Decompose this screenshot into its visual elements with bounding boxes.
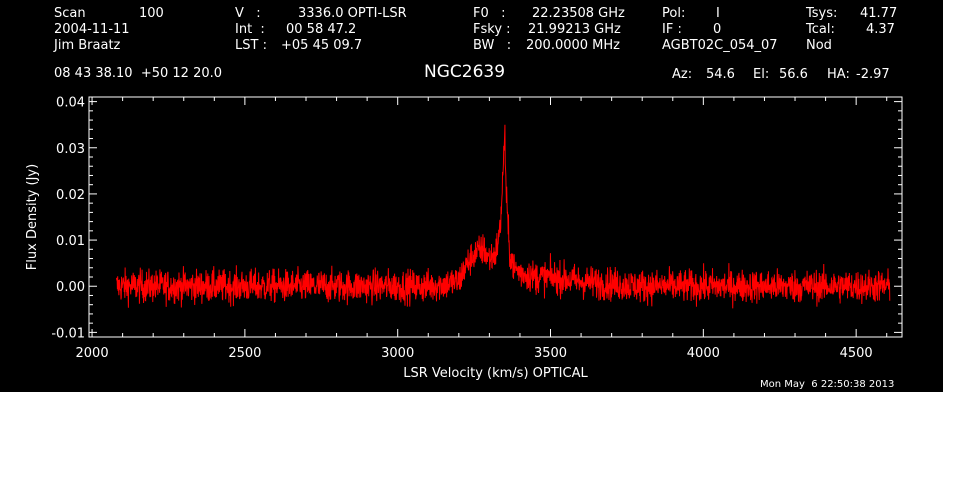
scan-value: 100 bbox=[139, 6, 164, 21]
azimuth-value: 54.6 bbox=[706, 67, 735, 82]
y-tick-label: 0.01 bbox=[56, 234, 85, 249]
spectrum-line bbox=[116, 124, 891, 309]
fsky-value: 21.99213 GHz bbox=[528, 22, 621, 37]
observation-date: 2004-11-11 bbox=[54, 22, 130, 37]
velocity-value: 3336.0 OPTI-LSR bbox=[298, 6, 407, 21]
if-label: IF : bbox=[662, 22, 682, 37]
tcal-label: Tcal: bbox=[806, 22, 835, 37]
fsky-label: Fsky : bbox=[473, 22, 511, 37]
plot-timestamp: Mon May 6 22:50:38 2013 bbox=[760, 379, 895, 390]
bandwidth-value: 200.0000 MHz bbox=[526, 38, 620, 53]
hour-angle-value: -2.97 bbox=[856, 67, 890, 82]
x-tick-label: 3500 bbox=[534, 346, 567, 361]
elevation-label: El: bbox=[753, 67, 770, 82]
azimuth-label: Az: bbox=[672, 67, 693, 82]
plot-panel bbox=[0, 0, 943, 392]
x-axis-title: LSR Velocity (km/s) OPTICAL bbox=[403, 366, 588, 381]
polarization-label: Pol: bbox=[662, 6, 686, 21]
tsys-label: Tsys: bbox=[806, 6, 838, 21]
plot-frame bbox=[88, 96, 903, 338]
elevation-value: 56.6 bbox=[779, 67, 808, 82]
integration-value: 00 58 47.2 bbox=[286, 22, 357, 37]
integration-label: Int : bbox=[235, 22, 265, 37]
tsys-value: 41.77 bbox=[860, 6, 898, 21]
spectrum-chart: 2000 2500 3000 3500 4000 4500 -0.01 0.00 0.01 0.0… bbox=[25, 96, 903, 381]
y-tick-label: 0.02 bbox=[56, 188, 85, 203]
velocity-label: V : bbox=[235, 6, 261, 21]
x-tick-label: 4500 bbox=[840, 346, 873, 361]
f0-label: F0 : bbox=[473, 6, 506, 21]
y-tick-label: 0.00 bbox=[56, 280, 85, 295]
y-axis-title: Flux Density (Jy) bbox=[25, 164, 40, 270]
hour-angle-label: HA: bbox=[827, 67, 850, 82]
y-tick-label: 0.03 bbox=[56, 142, 85, 157]
x-tick-label: 2000 bbox=[76, 346, 109, 361]
project-id: AGBT02C_054_07 bbox=[662, 38, 778, 53]
lst-label: LST : bbox=[235, 38, 267, 53]
x-tick-label: 3000 bbox=[381, 346, 414, 361]
polarization-value: I bbox=[716, 6, 720, 21]
y-tick-label: 0.04 bbox=[56, 96, 85, 111]
observing-mode: Nod bbox=[806, 38, 832, 53]
scan-label: Scan bbox=[54, 6, 86, 21]
if-value: 0 bbox=[713, 22, 722, 37]
bandwidth-label: BW : bbox=[473, 38, 512, 53]
lst-value: +05 45 09.7 bbox=[281, 38, 363, 53]
object-name: NGC2639 bbox=[424, 62, 506, 82]
tcal-value: 4.37 bbox=[866, 22, 895, 37]
y-tick-label: -0.01 bbox=[51, 326, 85, 341]
source-coordinates: 08 43 38.10 +50 12 20.0 bbox=[54, 66, 223, 81]
x-tick-label: 2500 bbox=[228, 346, 261, 361]
f0-value: 22.23508 GHz bbox=[532, 6, 625, 21]
x-tick-label: 4000 bbox=[687, 346, 720, 361]
observer-name: Jim Braatz bbox=[54, 38, 121, 53]
